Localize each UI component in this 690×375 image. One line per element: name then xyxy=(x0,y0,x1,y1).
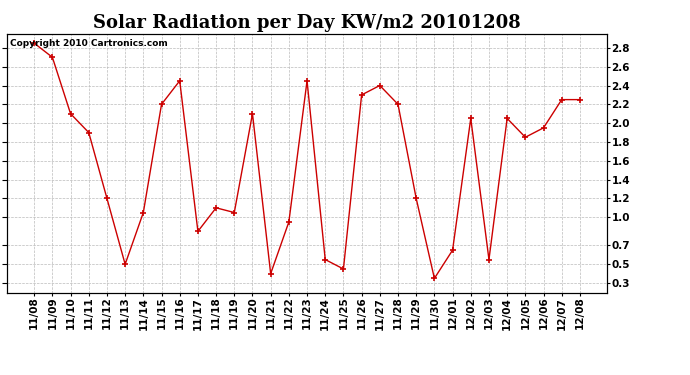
Text: Copyright 2010 Cartronics.com: Copyright 2010 Cartronics.com xyxy=(10,39,168,48)
Title: Solar Radiation per Day KW/m2 20101208: Solar Radiation per Day KW/m2 20101208 xyxy=(93,14,521,32)
